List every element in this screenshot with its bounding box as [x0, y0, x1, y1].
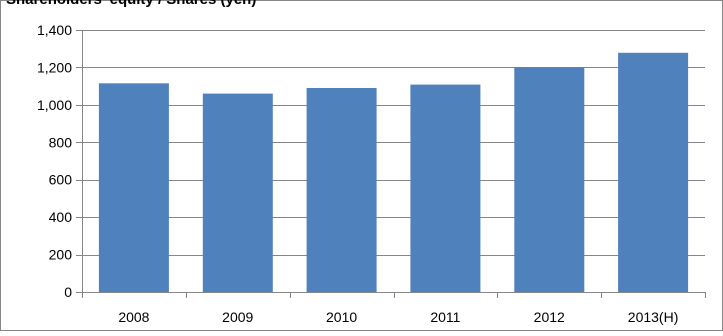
- bar-2010: [306, 88, 377, 292]
- chart-title: Shareholders' equity / Shares (yen): [6, 0, 256, 9]
- x-tick-label: 2009: [222, 309, 253, 325]
- y-tick-label: 1,400: [37, 22, 72, 38]
- bar-2009: [202, 93, 273, 292]
- x-tick-label: 2012: [534, 309, 565, 325]
- x-tick-label: 2010: [326, 309, 357, 325]
- bar-2012: [514, 67, 585, 293]
- x-tick-label: 2008: [118, 309, 149, 325]
- y-tick-label: 1,200: [37, 59, 72, 75]
- x-tick-label: 2011: [430, 309, 460, 325]
- x-tick-label: 2013(H): [628, 309, 679, 325]
- bar-2013h: [618, 52, 689, 292]
- y-tick-label: 400: [49, 209, 73, 225]
- bar-2008: [98, 83, 169, 292]
- y-tick-label: 1,000: [37, 97, 72, 113]
- y-tick-label: 200: [49, 247, 73, 263]
- y-tick-label: 800: [49, 134, 73, 150]
- bar-2011: [410, 84, 481, 292]
- y-tick-label: 600: [49, 172, 73, 188]
- y-tick-label: 0: [64, 284, 72, 300]
